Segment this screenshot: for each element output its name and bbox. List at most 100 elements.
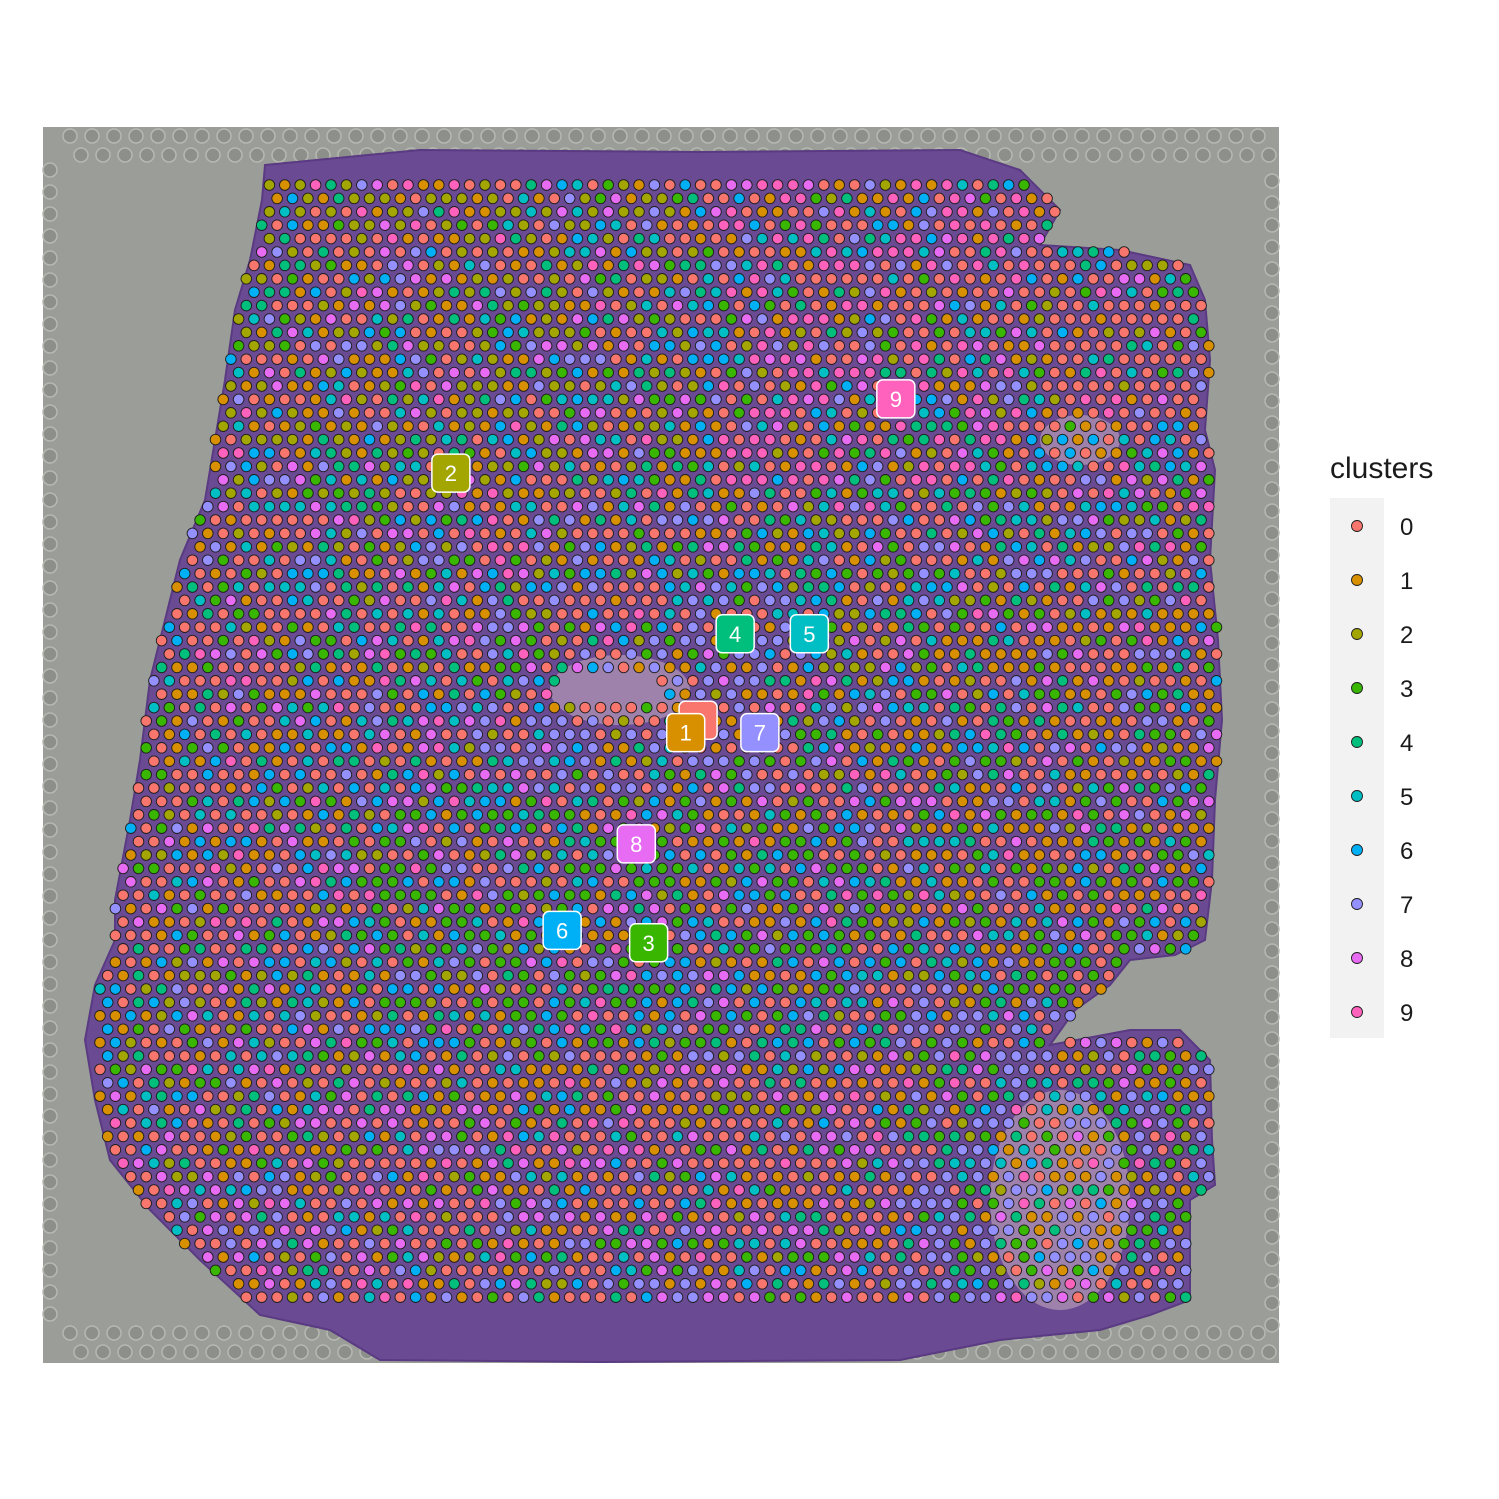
spot-cluster-2 — [494, 983, 507, 995]
spot-cluster-1 — [802, 983, 815, 995]
spot-cluster-0 — [332, 246, 345, 258]
spot-cluster-1 — [517, 246, 530, 258]
spot-cluster-5 — [302, 326, 314, 339]
spot-cluster-1 — [1033, 500, 1046, 513]
spot-cluster-9 — [409, 219, 422, 231]
spot-cluster-3 — [486, 326, 499, 339]
spot-cluster-0 — [563, 648, 576, 660]
spot-cluster-0 — [964, 246, 976, 258]
spot-cluster-2 — [1141, 474, 1153, 486]
spot-cluster-2 — [263, 232, 276, 245]
spot-cluster-5 — [771, 393, 784, 406]
spot-cluster-7 — [1156, 715, 1169, 727]
spot-cluster-1 — [325, 420, 337, 432]
spot-cluster-0 — [841, 514, 853, 526]
spot-cluster-0 — [910, 1036, 922, 1049]
spot-cluster-0 — [610, 353, 622, 365]
spot-cluster-1 — [748, 916, 761, 928]
spot-cluster-7 — [263, 313, 276, 325]
spot-cluster-7 — [987, 795, 999, 808]
spot-cluster-1 — [818, 286, 830, 298]
spot-cluster-9 — [956, 366, 969, 379]
spot-cluster-0 — [741, 956, 753, 968]
spot-cluster-3 — [602, 1036, 614, 1049]
spot-cluster-3 — [356, 929, 368, 942]
spot-cluster-0 — [517, 728, 530, 741]
spot-cluster-3 — [379, 835, 391, 848]
spot-cluster-9 — [633, 259, 645, 272]
spot-cluster-3 — [186, 929, 199, 942]
spot-cluster-1 — [710, 527, 722, 540]
spot-cluster-3 — [964, 1050, 976, 1062]
spot-cluster-5 — [1049, 1090, 1061, 1102]
spot-cluster-7 — [679, 929, 691, 942]
spot-cluster-1 — [94, 1036, 106, 1049]
spot-cluster-0 — [1133, 433, 1146, 446]
spot-cluster-6 — [171, 849, 183, 861]
spot-cluster-0 — [640, 594, 653, 607]
spot-cluster-2 — [879, 849, 892, 861]
spot-cluster-5 — [471, 916, 484, 928]
spot-cluster-2 — [794, 326, 807, 339]
spot-cluster-5 — [309, 956, 322, 968]
spot-cluster-8 — [787, 500, 799, 513]
spot-cluster-5 — [340, 849, 353, 861]
spot-cluster-3 — [671, 541, 684, 553]
spot-cluster-0 — [325, 581, 337, 593]
spot-cluster-6 — [433, 527, 445, 540]
spot-cluster-3 — [640, 621, 653, 633]
spot-cluster-3 — [725, 902, 738, 915]
spot-cluster-2 — [540, 366, 553, 379]
spot-cluster-6 — [995, 621, 1007, 633]
spot-cluster-7 — [995, 1103, 1007, 1116]
spot-cluster-1 — [579, 299, 591, 312]
spot-cluster-2 — [995, 407, 1007, 419]
spot-cluster-2 — [255, 969, 268, 982]
spot-cluster-1 — [902, 219, 915, 231]
spot-cluster-6 — [425, 701, 437, 714]
spot-cluster-4 — [386, 715, 399, 727]
spot-cluster-9 — [810, 675, 822, 687]
spot-cluster-7 — [1010, 1050, 1023, 1062]
spot-cluster-9 — [841, 889, 853, 901]
spot-cluster-7 — [710, 661, 722, 674]
spot-cluster-8 — [540, 527, 553, 540]
spot-cluster-7 — [925, 206, 938, 218]
spot-cluster-0 — [771, 688, 784, 700]
spot-cluster-6 — [171, 634, 183, 647]
spot-cluster-5 — [332, 380, 345, 392]
spot-cluster-2 — [271, 809, 283, 821]
spot-cluster-3 — [425, 299, 437, 312]
spot-cluster-1 — [548, 701, 561, 714]
spot-cluster-5 — [309, 1090, 322, 1102]
spot-cluster-3 — [171, 1063, 183, 1076]
spot-cluster-0 — [895, 688, 907, 700]
spot-cluster-0 — [841, 219, 853, 231]
spot-cluster-4 — [864, 447, 876, 459]
spot-cluster-3 — [948, 862, 961, 875]
spot-cluster-0 — [833, 795, 845, 808]
spot-cluster-0 — [941, 795, 953, 808]
spot-cluster-9 — [517, 648, 530, 660]
spot-cluster-9 — [594, 996, 607, 1009]
spot-cluster-3 — [302, 701, 314, 714]
spot-cluster-0 — [1049, 340, 1061, 352]
spot-cluster-6 — [748, 219, 761, 231]
spot-cluster-1 — [1072, 675, 1084, 687]
spot-cluster-1 — [533, 192, 545, 205]
spot-cluster-1 — [317, 835, 330, 848]
spot-cluster-3 — [594, 943, 607, 955]
spot-cluster-7 — [895, 1036, 907, 1049]
spot-cluster-1 — [1195, 648, 1207, 660]
spot-cluster-0 — [425, 835, 437, 848]
spot-cluster-0 — [271, 835, 283, 848]
spot-cluster-5 — [417, 929, 430, 942]
spot-cluster-4 — [494, 581, 507, 593]
fiducial-dot — [161, 1344, 177, 1360]
spot-cluster-4 — [502, 594, 514, 607]
fiducial-dot — [1264, 1075, 1280, 1091]
spot-cluster-9 — [433, 393, 445, 406]
spot-cluster-0 — [833, 1090, 845, 1102]
spot-cluster-5 — [163, 675, 176, 687]
spot-cluster-2 — [548, 487, 561, 499]
